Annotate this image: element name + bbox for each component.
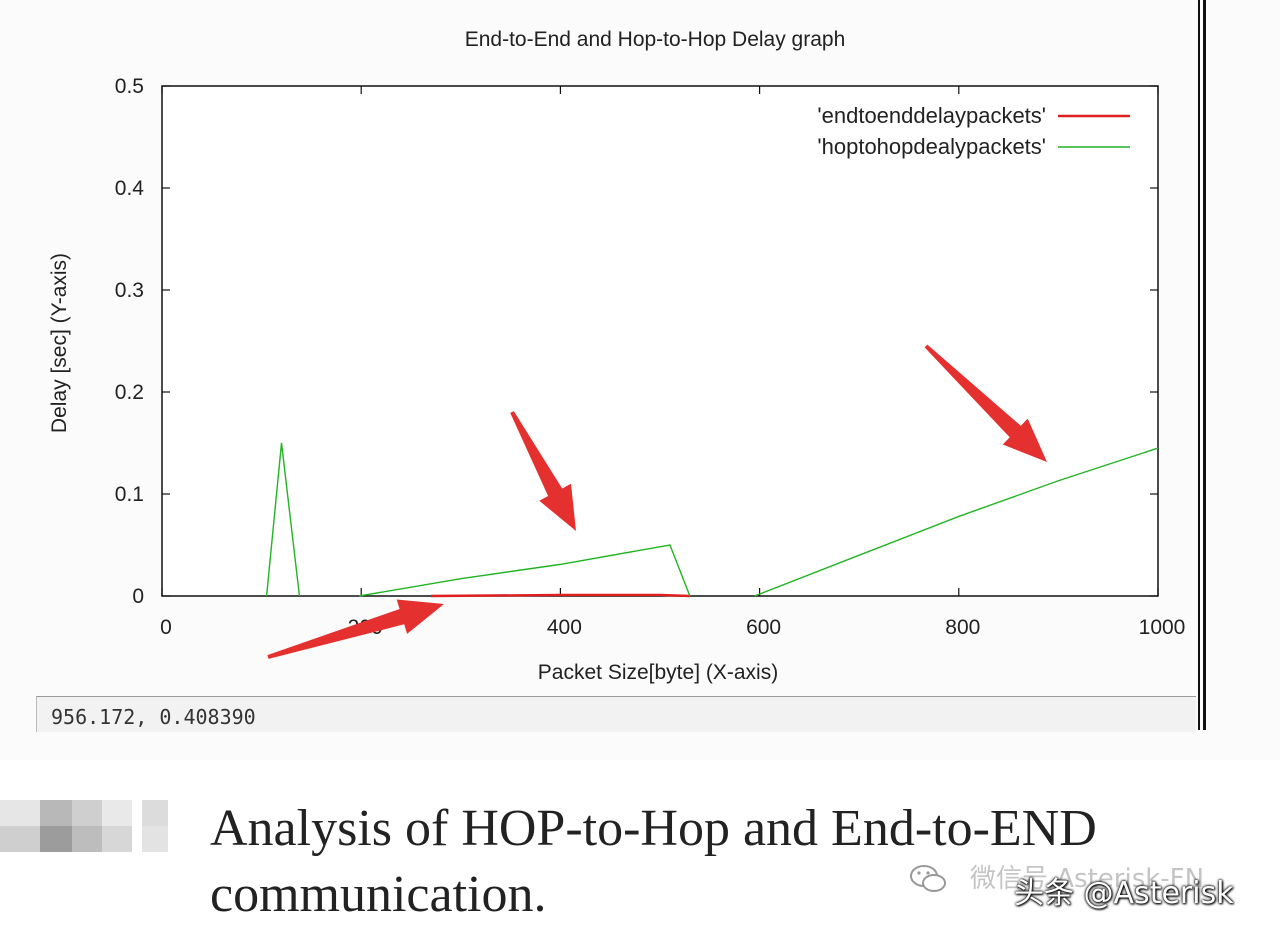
watermark-faded-text: 微信号 Asterisk-FN: [970, 864, 1205, 894]
legend-label: 'endtoenddelaypackets': [817, 103, 1046, 128]
annotation-arrow: [510, 411, 576, 531]
x-axis-label: Packet Size[byte] (X-axis): [538, 661, 778, 684]
wechat-icon: [910, 865, 946, 892]
watermark-main-text: 头条 @Asterisk: [1014, 876, 1234, 911]
series-line-hoptohop: [754, 447, 1159, 597]
status-bar: 956.172, 0.408390: [36, 696, 1196, 732]
series-lines: [265, 442, 1159, 598]
chart-window: End-to-End and Hop-to-Hop Delay graph 02…: [36, 0, 1206, 732]
x-tick-label: 1000: [1139, 616, 1186, 639]
x-tick-label: 400: [547, 616, 582, 639]
y-tick-label: 0: [132, 585, 144, 608]
series-line-hoptohop: [265, 442, 301, 597]
window-edge: [1198, 0, 1200, 730]
x-tick-label: 0: [160, 616, 172, 639]
series-line-endtoend: [430, 593, 690, 598]
annotation-arrow: [924, 344, 1047, 462]
annotation-arrows: [267, 344, 1047, 659]
x-tick-label: 800: [945, 616, 980, 639]
y-axis-label: Delay [sec] (Y-axis): [48, 253, 71, 433]
series-line-hoptohop: [359, 544, 691, 597]
y-tick-label: 0.5: [115, 75, 144, 98]
y-tick-label: 0.1: [115, 483, 144, 506]
chart-svg: End-to-End and Hop-to-Hop Delay graph 02…: [48, 28, 1186, 684]
watermark: 微信号 Asterisk-FN 头条 @Asterisk: [904, 856, 1274, 911]
y-tick-label: 0.4: [115, 177, 145, 200]
chart-title: End-to-End and Hop-to-Hop Delay graph: [465, 28, 846, 51]
x-tick-label: 600: [746, 616, 781, 639]
y-tick-label: 0.3: [115, 279, 144, 302]
plot-border: [161, 85, 1159, 597]
annotation-arrow: [267, 599, 444, 659]
figure-caption: Analysis of HOP-to-Hop and End-to-END co…: [210, 800, 1097, 923]
cursor-coordinate-readout: 956.172, 0.408390: [51, 705, 256, 729]
blurred-label: [0, 800, 170, 854]
window-edge: [1203, 0, 1206, 730]
y-tick-label: 0.2: [115, 381, 144, 404]
legend: 'endtoenddelaypackets' 'hoptohopdealypack…: [817, 103, 1130, 159]
legend-label: 'hoptohopdealypackets': [817, 134, 1046, 159]
